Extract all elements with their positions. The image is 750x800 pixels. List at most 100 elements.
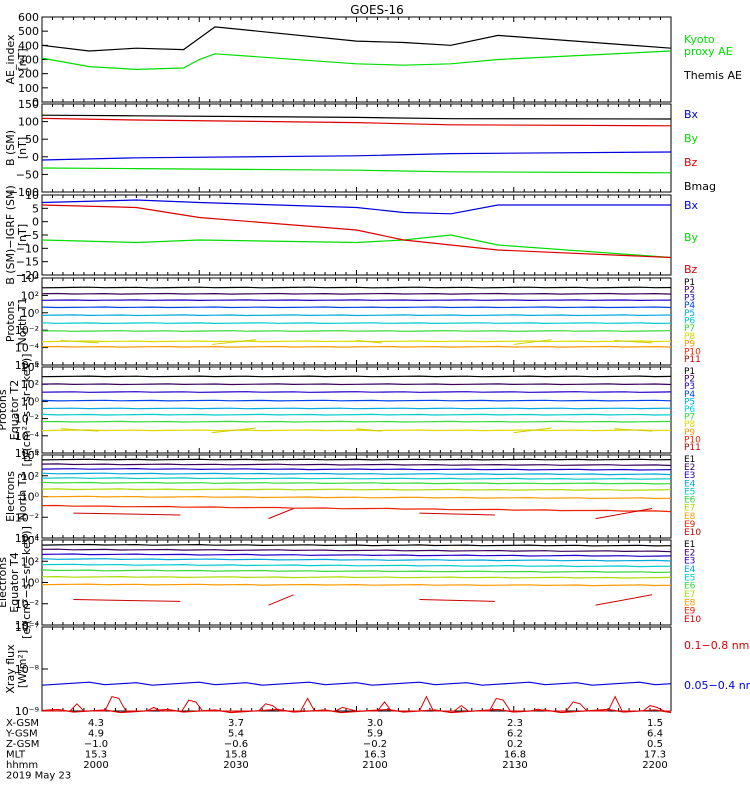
legend-entry: E7 <box>684 590 695 600</box>
legend-entry: P7 <box>684 324 695 334</box>
y-axis-label: [e/(cm²−s−sr−keV)] <box>20 526 33 639</box>
series-group-bigrf <box>41 199 672 259</box>
series-p_north-p3 <box>41 299 672 302</box>
y-tick-label: 10² <box>21 289 39 302</box>
y-tick-label: 10⁻² <box>15 324 39 337</box>
y-tick-label: 10⁴ <box>21 534 40 547</box>
y-axis-label: Electrons <box>0 557 9 608</box>
legend-entry: E5 <box>684 487 695 497</box>
series-e_equator-e2 <box>41 548 672 553</box>
series-group-e_equator <box>41 543 672 606</box>
ephem-value: 2030 <box>223 760 248 771</box>
y-tick-label: 400 <box>18 39 39 52</box>
legend-entry: P1 <box>684 367 695 377</box>
legend-entry: proxy AE <box>684 45 733 58</box>
legend-entry: P8 <box>684 332 695 342</box>
legend-entry: P11 <box>684 443 701 453</box>
series-p_equator-p7 <box>41 420 672 423</box>
series-p_equator-p5 <box>41 407 672 410</box>
legend-entry: P2 <box>684 375 695 385</box>
series-group-ae <box>41 26 672 71</box>
legend-entry: 0.1−0.8 nm <box>684 639 749 652</box>
series-e_equator-e3 <box>41 553 672 557</box>
ephem-value: 4.9 <box>88 729 104 740</box>
series-p_north-p7 <box>41 330 672 332</box>
y-tick-label: −10 <box>16 242 39 255</box>
y-tick-label: 500 <box>18 25 39 38</box>
y-axis-label: Protons <box>4 301 17 342</box>
y-tick-label: 10⁰ <box>21 491 40 504</box>
y-tick-label: 10⁻² <box>15 511 39 524</box>
series-bsm-bz <box>41 117 672 127</box>
y-axis-label: Electrons <box>4 471 17 522</box>
y-axis-label: Xray flux <box>4 644 17 694</box>
ephem-label: MLT <box>6 750 26 761</box>
series-fragment <box>513 339 552 345</box>
legend-entry: P9 <box>684 428 695 438</box>
y-tick-label: −50 <box>16 168 39 181</box>
y-tick-label: 0 <box>32 216 39 229</box>
y-tick-label: 100 <box>18 116 39 129</box>
y-axis-label: B (SM)−IGRF (SM) <box>4 185 17 285</box>
y-axis-label: [nT] <box>16 224 29 246</box>
series-e_north-e2 <box>41 463 672 467</box>
series-ae-themis-ae <box>41 26 672 52</box>
legend-entry: E8 <box>684 598 696 608</box>
series-bigrf-by <box>41 234 672 259</box>
legend-entry: E5 <box>684 573 695 583</box>
ephem-value: 6.4 <box>647 729 663 740</box>
y-axis-label: Equator T4 <box>8 552 21 612</box>
series-fragment <box>614 428 653 432</box>
series-xray-spikes <box>42 695 671 712</box>
series-p_equator-p4 <box>41 399 672 402</box>
series-fragment <box>595 507 653 520</box>
series-fragment <box>60 339 99 344</box>
panel-frame <box>41 366 672 454</box>
series-e_equator-e5 <box>41 563 672 568</box>
series-e_north-e6 <box>41 481 672 485</box>
series-e_equator-e4 <box>41 558 672 562</box>
legend-entry: P6 <box>684 317 695 327</box>
series-group-bsm <box>41 114 672 174</box>
ephem-value: 1.5 <box>647 718 663 729</box>
legend-entry: Themis AE <box>683 69 742 82</box>
ephem-value: 2000 <box>83 760 108 771</box>
panel-frame <box>41 16 672 103</box>
legend-entry: E4 <box>684 479 696 489</box>
y-tick-label: 10⁴ <box>21 361 40 374</box>
ephem-value: 16.8 <box>504 750 526 761</box>
y-axis-label: Equator T2 <box>8 380 21 440</box>
legend-entry: Bz <box>684 156 698 169</box>
legend-entry: E1 <box>684 540 695 550</box>
legend-entry: P3 <box>684 293 695 303</box>
y-tick-label: 200 <box>18 68 39 81</box>
legend-entry: E3 <box>684 471 695 481</box>
ephem-label: 2019 May 23 <box>6 771 71 782</box>
legend-entry: P2 <box>684 286 695 296</box>
series-p_equator-p2 <box>41 383 672 386</box>
legend-entry: P4 <box>684 390 695 400</box>
legend-entry: P5 <box>684 309 695 319</box>
series-p_north-p8 <box>41 340 672 343</box>
y-axis-label: [nT] <box>16 48 29 70</box>
series-p_equator-p6 <box>41 413 672 416</box>
series-p_north-p1 <box>41 286 672 289</box>
y-tick-label: 10⁻⁶ <box>15 447 40 460</box>
panel-p_north: 10⁴ 10² 10⁰ 10⁻² 10⁻⁴ 10⁻⁶ Protons North T1 P1P2… <box>4 272 701 372</box>
ephem-value: 2130 <box>502 760 527 771</box>
series-p_north-p9 <box>41 345 672 348</box>
ephem-value: −1.0 <box>84 739 108 750</box>
series-fragment <box>356 428 382 432</box>
y-tick-label: −5 <box>23 229 39 242</box>
y-axis-label: [W/m²] <box>16 650 29 688</box>
ephem-value: −0.2 <box>363 739 387 750</box>
y-tick-label: 10⁻⁴ <box>15 619 40 632</box>
series-p_north-p5 <box>41 314 672 317</box>
panel-xray: 10⁻⁷ 10⁻⁸ 10⁻⁹ Xray flux [W/m²] 0.1−0.8 nm 0.0… <box>4 621 750 718</box>
ephem-value: 0.5 <box>647 739 663 750</box>
ephem-value: −0.6 <box>224 739 248 750</box>
